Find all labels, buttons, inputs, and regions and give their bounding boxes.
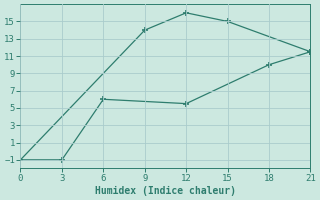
X-axis label: Humidex (Indice chaleur): Humidex (Indice chaleur) (95, 186, 236, 196)
